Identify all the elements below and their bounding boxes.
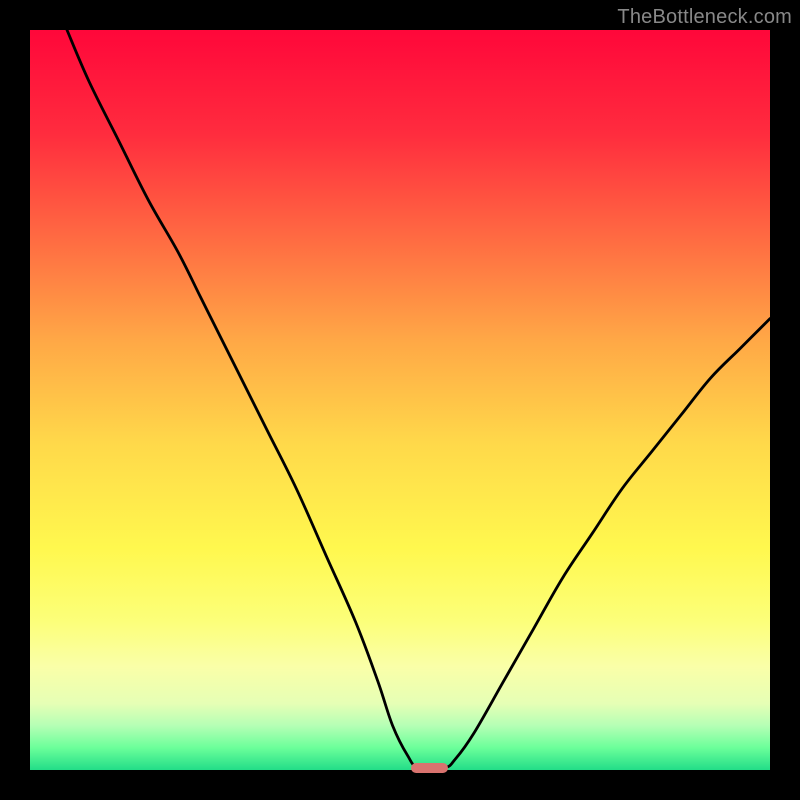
watermark-text: TheBottleneck.com	[617, 6, 792, 29]
bottleneck-curve	[30, 30, 770, 770]
chart-plot-area	[30, 30, 770, 770]
optimal-zone-marker	[411, 763, 448, 773]
bottleneck-curve-path	[67, 30, 770, 769]
